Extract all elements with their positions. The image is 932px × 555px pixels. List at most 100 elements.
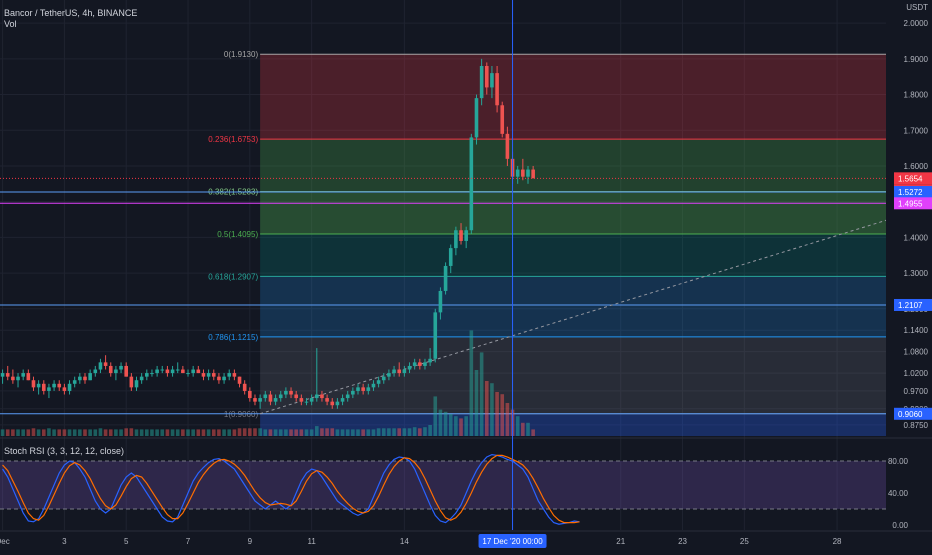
volume-bar xyxy=(351,429,355,436)
volume-bar xyxy=(345,429,350,436)
volume-bar xyxy=(196,429,201,436)
volume-bar xyxy=(340,429,345,436)
candle-body xyxy=(335,401,340,406)
volume-bar xyxy=(433,396,438,436)
price-badge-text: 1.2107 xyxy=(898,301,923,310)
volume-bar xyxy=(268,429,273,436)
volume-bar xyxy=(26,429,31,436)
volume-bar xyxy=(52,429,56,436)
candle-body xyxy=(526,169,530,177)
candle-body xyxy=(402,369,407,374)
volume-bar xyxy=(237,428,242,436)
volume-bar xyxy=(139,429,144,436)
candle-body xyxy=(108,365,113,374)
time-axis-label: 14 xyxy=(400,537,409,546)
volume-bar xyxy=(145,429,149,436)
volume-bar xyxy=(443,411,448,436)
candle-body xyxy=(438,290,443,313)
stoch-tick-label: 80.00 xyxy=(888,457,909,466)
candle-body xyxy=(505,133,510,159)
volume-bar xyxy=(47,428,51,436)
candle-body xyxy=(521,169,525,177)
fib-level-label: 0.5(1.4095) xyxy=(217,230,258,239)
candle-body xyxy=(273,398,278,402)
volume-bar xyxy=(124,428,129,436)
fib-zone xyxy=(260,139,886,192)
volume-bar xyxy=(16,429,20,436)
volume-bar xyxy=(41,429,46,436)
price-tick-label: 1.6000 xyxy=(904,162,929,171)
volume-bar xyxy=(376,428,381,436)
stoch-rsi-legend[interactable]: Stoch RSI (3, 3, 12, 12, close) xyxy=(4,446,125,456)
candle-body xyxy=(423,362,427,366)
candle-body xyxy=(52,383,56,388)
candle-body xyxy=(392,369,396,374)
volume-bar xyxy=(335,429,340,436)
candle-body xyxy=(191,369,195,374)
candle-body xyxy=(16,376,20,381)
volume-bar xyxy=(0,429,5,436)
candle-body xyxy=(263,394,268,399)
trend-line xyxy=(259,219,889,415)
time-axis-label: 23 xyxy=(678,537,687,546)
candle-body xyxy=(464,230,468,241)
volume-bar xyxy=(330,428,335,436)
volume-bar xyxy=(474,370,479,436)
volume-bar xyxy=(211,429,216,436)
candle-body xyxy=(57,383,62,388)
candle-body xyxy=(186,373,190,375)
candle-body xyxy=(345,394,350,399)
price-badge-text: 0.9060 xyxy=(898,410,923,419)
time-axis-label: 11 xyxy=(307,537,316,546)
volume-bar xyxy=(454,416,458,436)
candle-body xyxy=(490,73,494,88)
price-axis-background xyxy=(886,0,932,550)
volume-bar xyxy=(325,428,329,436)
symbol-title[interactable]: Bancor / TetherUS, 4h, BINANCE xyxy=(4,8,138,18)
time-axis-label: 9 xyxy=(248,537,253,546)
candle-body xyxy=(387,373,391,377)
candle-body xyxy=(98,362,103,370)
candle-body xyxy=(531,169,535,179)
candle-body xyxy=(381,376,386,381)
volume-bar xyxy=(387,428,391,436)
stoch-tick-label: 0.00 xyxy=(892,521,908,530)
candle-body xyxy=(145,373,149,377)
fib-level-label: 0.236(1.6753) xyxy=(208,135,258,144)
candle-body xyxy=(428,358,432,363)
candle-body xyxy=(418,362,422,366)
volume-bar xyxy=(98,428,103,436)
volume-bar xyxy=(119,429,123,436)
candle-body xyxy=(433,312,438,359)
volume-bar xyxy=(67,429,72,436)
symbol-legend[interactable]: Bancor / TetherUS, 4h, BINANCE Vol xyxy=(4,8,137,30)
stoch-d-line xyxy=(2,454,580,524)
candle-body xyxy=(114,369,118,374)
time-axis-label: 5 xyxy=(124,537,129,546)
candle-body xyxy=(253,398,257,402)
candle-body xyxy=(47,387,51,391)
volume-bar xyxy=(21,429,25,436)
candle-body xyxy=(412,362,417,366)
candle-body xyxy=(206,373,211,377)
volume-bar xyxy=(186,429,190,436)
volume-bar xyxy=(526,422,530,436)
candle-body xyxy=(484,65,489,88)
candle-body xyxy=(248,390,252,399)
volume-bar xyxy=(227,429,232,436)
time-axis-label: Dec xyxy=(0,537,10,546)
candle-body xyxy=(500,105,505,134)
volume-bar xyxy=(31,428,36,436)
price-tick-label: 1.0800 xyxy=(904,348,929,357)
time-axis-label: 3 xyxy=(62,537,67,546)
candle-body xyxy=(201,373,206,377)
time-axis-label: 7 xyxy=(186,537,191,546)
candle-body xyxy=(299,398,304,402)
candle-body xyxy=(469,137,474,231)
volume-bar xyxy=(531,429,535,436)
crosshair-time-text: 17 Dec '20 00:00 xyxy=(482,537,543,546)
volume-legend[interactable]: Vol xyxy=(4,19,17,29)
candle-body xyxy=(26,373,31,381)
